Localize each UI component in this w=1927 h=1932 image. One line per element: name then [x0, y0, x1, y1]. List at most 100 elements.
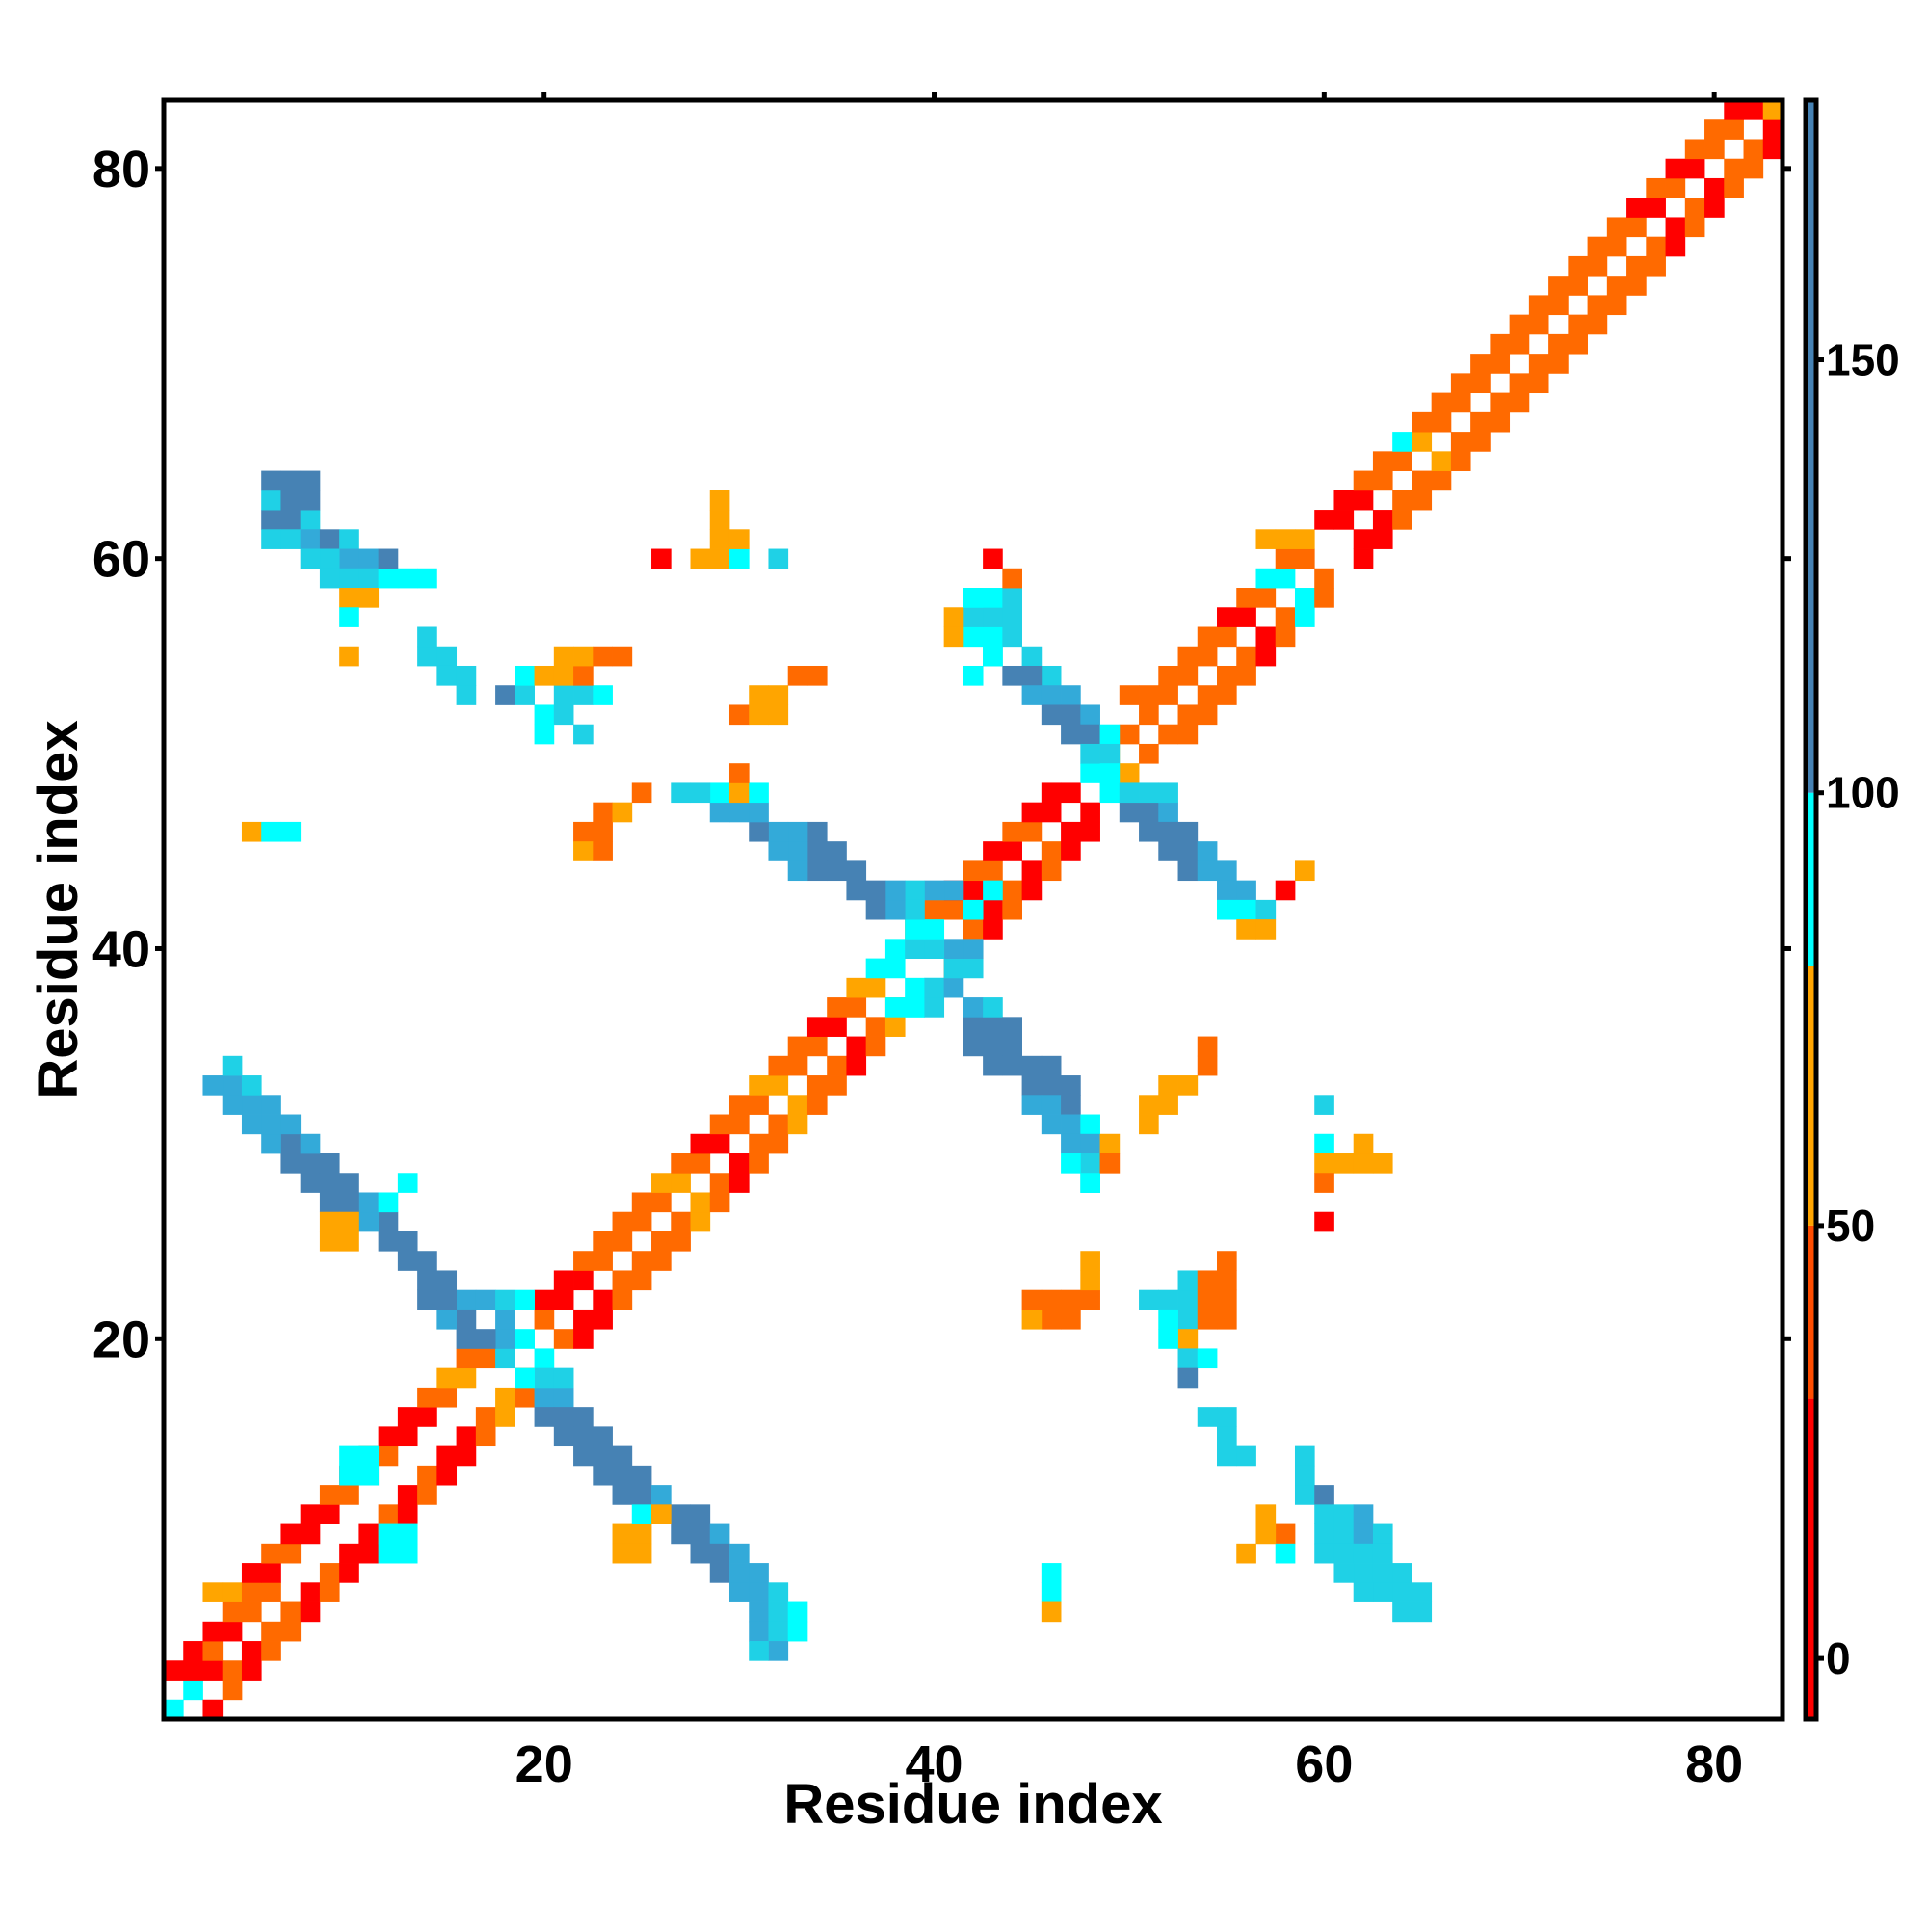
heatmap-cell [417, 626, 437, 648]
heatmap-cell [183, 1680, 203, 1701]
heatmap-cell [1528, 373, 1549, 394]
heatmap-cell [1139, 704, 1159, 726]
heatmap-cell [651, 1504, 672, 1524]
heatmap-cell [553, 665, 574, 686]
heatmap-cell [768, 1055, 789, 1076]
heatmap-cell [768, 841, 789, 861]
heatmap-cell [1724, 119, 1744, 140]
heatmap-cell [943, 899, 964, 920]
heatmap-cell [553, 1367, 574, 1389]
heatmap-cell [671, 1504, 691, 1524]
heatmap-cell [612, 1543, 633, 1564]
heatmap-cell [749, 1641, 769, 1661]
colorbar [1803, 97, 1819, 1722]
heatmap-cell [378, 1504, 399, 1524]
heatmap-cell [1470, 373, 1491, 394]
heatmap-cell [1177, 704, 1199, 726]
heatmap-cell [280, 1621, 302, 1642]
heatmap-cell [983, 1017, 1003, 1037]
heatmap-cell [1119, 782, 1140, 804]
x-tick-label: 20 [515, 1735, 573, 1793]
heatmap-cell [1431, 451, 1452, 471]
heatmap-cell [1665, 177, 1686, 198]
heatmap-cell [436, 1367, 458, 1389]
heatmap-cell [339, 588, 359, 608]
heatmap-cell [280, 1114, 302, 1135]
heatmap-cell [1255, 568, 1277, 589]
heatmap-cell [1158, 685, 1178, 705]
heatmap-cell [358, 568, 380, 589]
heatmap-cell [1372, 529, 1393, 549]
heatmap-cell [1392, 1563, 1412, 1583]
heatmap-cell [1217, 1426, 1237, 1447]
heatmap-cell [1490, 354, 1511, 374]
heatmap-cell [983, 880, 1003, 901]
heatmap-cell [1294, 1485, 1315, 1505]
heatmap-cell [1392, 432, 1412, 452]
heatmap-cell [261, 821, 281, 842]
heatmap-cell [339, 646, 359, 667]
heatmap-cell [709, 510, 730, 530]
heatmap-cell [963, 626, 984, 648]
heatmap-cell [690, 1133, 711, 1154]
heatmap-cell [319, 568, 340, 589]
heatmap-cell [1626, 217, 1647, 238]
heatmap-cell [593, 685, 613, 705]
heatmap-cell [436, 1387, 458, 1408]
heatmap-cell [1021, 1309, 1043, 1330]
heatmap-cell [339, 1485, 359, 1505]
heatmap-cell [241, 1582, 262, 1602]
heatmap-cell [1099, 1153, 1121, 1174]
heatmap-cell [709, 1563, 730, 1583]
heatmap-cell [475, 1426, 496, 1447]
heatmap-cell [515, 1329, 535, 1349]
heatmap-cell [1197, 704, 1218, 726]
heatmap-cell [884, 939, 906, 959]
heatmap-cell [768, 685, 789, 705]
heatmap-cell [417, 1289, 437, 1310]
heatmap-cell [728, 1543, 750, 1564]
heatmap-cell [1021, 665, 1043, 686]
heatmap-cell [1041, 704, 1062, 726]
heatmap-cell [728, 1173, 750, 1193]
heatmap-cell [827, 1017, 847, 1037]
heatmap-cell [1412, 432, 1433, 452]
heatmap-cell [1353, 1582, 1374, 1602]
heatmap-cell [1684, 158, 1705, 179]
heatmap-cell [339, 1211, 359, 1232]
heatmap-cell [319, 1563, 340, 1583]
heatmap-cell [1450, 373, 1471, 394]
heatmap-cell [593, 1309, 613, 1330]
heatmap-cell [280, 529, 302, 549]
heatmap-cell [593, 1426, 613, 1447]
heatmap-cell [1158, 841, 1178, 861]
heatmap-cell [1158, 1095, 1178, 1115]
heatmap-cell [1119, 802, 1140, 823]
heatmap-cell [787, 1055, 808, 1076]
heatmap-cell [983, 1055, 1003, 1076]
heatmap-cell [1704, 119, 1725, 140]
heatmap-cell [768, 1075, 789, 1096]
heatmap-cell [983, 588, 1003, 608]
heatmap-cell [1528, 314, 1549, 335]
heatmap-cell [553, 646, 574, 667]
heatmap-cell [709, 529, 730, 549]
heatmap-cell [1392, 510, 1412, 530]
heatmap-cell [1217, 1289, 1237, 1310]
heatmap-cell [280, 490, 302, 511]
heatmap-cell [1275, 1523, 1296, 1545]
heatmap-cell [573, 1445, 594, 1467]
heatmap-cell [1412, 1601, 1433, 1623]
heatmap-cell [983, 646, 1003, 667]
heatmap-cell [339, 548, 359, 569]
heatmap-cell [768, 548, 789, 569]
y-tick-label: 80 [92, 141, 150, 198]
heatmap-cell [1665, 158, 1686, 179]
heatmap-cell [1724, 100, 1744, 120]
heatmap-cell [515, 1367, 535, 1389]
heatmap-cell [749, 1095, 769, 1115]
heatmap-cell [1548, 276, 1569, 296]
heatmap-cell [1353, 1523, 1374, 1545]
heatmap-cell [768, 1641, 789, 1661]
